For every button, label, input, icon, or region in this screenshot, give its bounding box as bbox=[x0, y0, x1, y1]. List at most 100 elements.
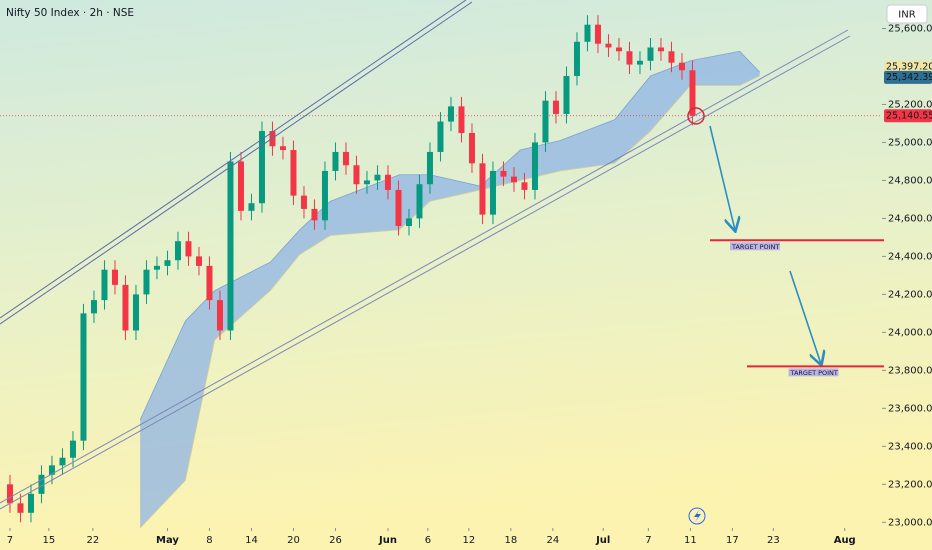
price-badge bbox=[884, 109, 932, 123]
candle-body bbox=[426, 151, 433, 185]
candle-body bbox=[689, 70, 696, 116]
candle-body bbox=[395, 189, 402, 227]
candle-body bbox=[59, 457, 66, 466]
y-tick-label: 24,200.00 bbox=[888, 289, 932, 300]
y-tick-label: 25,200.00 bbox=[888, 99, 932, 110]
candle-body bbox=[17, 503, 24, 513]
candle-body bbox=[363, 180, 370, 185]
event-icon[interactable] bbox=[688, 507, 706, 525]
x-tick-label: 17 bbox=[726, 535, 739, 546]
y-tick-label: 23,600.00 bbox=[888, 403, 932, 414]
candle-body bbox=[384, 174, 391, 190]
candle-body bbox=[458, 106, 465, 133]
trend-line bbox=[0, 29, 849, 504]
target-label-bg bbox=[730, 242, 780, 251]
candle-body bbox=[279, 146, 286, 151]
candle-body bbox=[563, 75, 570, 114]
candle-body bbox=[447, 106, 454, 122]
y-tick-label: 25,600.00 bbox=[888, 23, 932, 34]
candle-body bbox=[626, 51, 633, 65]
candle-body bbox=[510, 176, 517, 183]
x-tick-label: 12 bbox=[462, 535, 475, 546]
x-tick-label: 6 bbox=[425, 535, 431, 546]
candle-body bbox=[437, 121, 444, 152]
currency: INR bbox=[898, 10, 915, 21]
currency-box[interactable] bbox=[886, 4, 928, 24]
candle-body bbox=[605, 43, 612, 48]
x-tick-label: 11 bbox=[684, 535, 697, 546]
x-tick-label: 24 bbox=[546, 535, 559, 546]
candle-body bbox=[27, 493, 34, 513]
x-tick-label: Jun bbox=[378, 535, 397, 546]
x-tick-label: 18 bbox=[504, 535, 517, 546]
x-tick-label: 7 bbox=[7, 535, 13, 546]
candle-body bbox=[636, 60, 643, 65]
candle-body bbox=[342, 151, 349, 166]
candle-body bbox=[657, 47, 664, 52]
x-tick-label: 14 bbox=[245, 535, 258, 546]
candle-body bbox=[237, 161, 244, 211]
candle-body bbox=[489, 170, 496, 215]
candle-body bbox=[48, 465, 55, 475]
candle-body bbox=[615, 47, 622, 52]
cloud bbox=[140, 51, 760, 528]
x-tick-label: 8 bbox=[206, 535, 212, 546]
target-label-bg bbox=[788, 368, 839, 377]
candle-body bbox=[38, 474, 45, 494]
price-badge-label: 25,342.39 bbox=[886, 72, 932, 83]
candle-body bbox=[174, 241, 181, 261]
candle-body bbox=[300, 195, 307, 209]
candle-body bbox=[678, 62, 685, 71]
x-tick-label: 15 bbox=[42, 535, 55, 546]
breakout-circle bbox=[687, 107, 705, 125]
channel-line bbox=[0, 0, 467, 319]
y-tick-label: 24,600.00 bbox=[888, 213, 932, 224]
candle-body bbox=[185, 241, 192, 257]
candle-body bbox=[521, 182, 528, 190]
candle-body bbox=[227, 161, 234, 331]
candle-body bbox=[668, 51, 675, 63]
y-tick-label: 24,400.00 bbox=[888, 251, 932, 262]
event-icon-bolt bbox=[694, 510, 701, 522]
candle-body bbox=[500, 170, 507, 177]
x-tick-label: May bbox=[156, 535, 179, 546]
candle-body bbox=[258, 131, 265, 204]
drawings bbox=[0, 0, 851, 525]
candle-body bbox=[405, 218, 412, 227]
target-label: TARGET POINT bbox=[731, 243, 779, 251]
arrow bbox=[789, 270, 821, 364]
candle-body bbox=[468, 132, 475, 164]
candle-body bbox=[122, 284, 129, 331]
candle-body bbox=[143, 269, 150, 295]
y-tick-label: 23,200.00 bbox=[888, 479, 932, 490]
candle-body bbox=[80, 313, 87, 441]
candle-body bbox=[111, 269, 118, 285]
candle-body bbox=[206, 265, 213, 301]
x-tick-label: 26 bbox=[329, 535, 342, 546]
channel-line bbox=[0, 1, 473, 325]
price-badge-label: 25,140.55 bbox=[886, 110, 932, 121]
candle-body bbox=[573, 41, 580, 76]
price-badge-label: 25,397.20 bbox=[886, 62, 932, 73]
x-tick-label: 7 bbox=[645, 535, 651, 546]
candle-body bbox=[416, 184, 423, 219]
y-tick-label: 23,000.00 bbox=[888, 517, 932, 528]
y-tick-label: 25,000.00 bbox=[888, 137, 932, 148]
price-badge bbox=[884, 60, 932, 74]
price-badge bbox=[884, 70, 932, 84]
candle-body bbox=[195, 256, 202, 266]
x-tick-label: 22 bbox=[87, 535, 100, 546]
candle-body bbox=[6, 484, 13, 504]
cloud-upper bbox=[139, 50, 760, 420]
price-axis: 23,000.00 23,200.00 23,400.00 23,600.00 23,8… bbox=[882, 23, 932, 528]
x-tick-label: 20 bbox=[287, 535, 300, 546]
target-label: TARGET POINT bbox=[790, 369, 838, 377]
candle-body bbox=[153, 265, 160, 270]
candle-body bbox=[164, 260, 171, 266]
cloud-lower bbox=[139, 75, 760, 529]
candle-body bbox=[374, 174, 381, 181]
x-tick-label: Aug bbox=[834, 535, 856, 546]
candle-body bbox=[542, 100, 549, 143]
